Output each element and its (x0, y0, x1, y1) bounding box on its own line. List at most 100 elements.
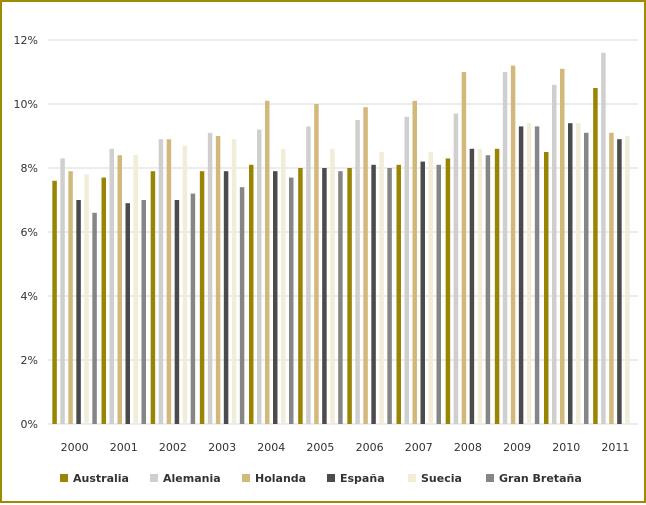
bar-holanda-2000 (68, 171, 73, 424)
x-tick-label: 2000 (61, 441, 89, 454)
bars (52, 52, 630, 425)
legend-swatch (327, 474, 335, 482)
bar-alemania-2001 (109, 148, 114, 425)
legend-label: Alemania (163, 472, 221, 485)
bar-australia-2002 (150, 171, 156, 424)
gridlines (48, 39, 638, 425)
y-tick-label: 6% (21, 226, 38, 239)
y-tick-label: 0% (21, 418, 38, 431)
bar-suecia-2010 (576, 123, 581, 424)
legend-item: Holanda (242, 472, 306, 485)
bar-alemania-2009 (502, 72, 508, 424)
y-tick-label: 8% (21, 162, 38, 175)
x-tick-label: 2010 (552, 441, 580, 454)
bar-alemania-2006 (355, 120, 360, 424)
bar-españa-2008 (469, 148, 475, 425)
bar-australia-2009 (494, 148, 500, 425)
legend-item: Suecia (408, 472, 462, 485)
bar-australia-2004 (249, 164, 254, 425)
x-tick-label: 2006 (356, 441, 384, 454)
legend: Australia Alemania Holanda España Suecia Gran… (60, 472, 582, 485)
bar-españa-2002 (174, 200, 180, 424)
bar-suecia-2002 (182, 145, 188, 424)
legend-label: España (340, 472, 385, 485)
bar-suecia-2000 (84, 174, 89, 424)
y-tick-label: 4% (21, 290, 38, 303)
bar-holanda-2008 (461, 72, 467, 424)
bar-suecia-2009 (526, 123, 532, 424)
bar-suecia-2003 (231, 139, 237, 424)
x-tick-label: 2002 (159, 441, 187, 454)
bar-españa-2007 (420, 161, 425, 424)
bar-alemania-2008 (453, 113, 459, 424)
legend-swatch (242, 474, 250, 482)
y-tick-label: 10% (14, 98, 38, 111)
bar-suecia-2004 (281, 148, 286, 425)
bar-holanda-2001 (117, 155, 122, 424)
bar-australia-2007 (396, 164, 401, 425)
bar-suecia-2007 (428, 152, 433, 424)
bar-alemania-2011 (601, 52, 606, 425)
bar-gran-bretaña-2010 (584, 132, 589, 425)
bar-australia-2003 (199, 171, 205, 424)
bar-españa-2003 (223, 171, 229, 424)
bar-españa-2005 (322, 168, 327, 424)
y-axis-ticks: 0% 2% 4% 6% 8% 10% 12% (14, 34, 38, 431)
bar-australia-2010 (544, 152, 549, 424)
bar-holanda-2007 (412, 100, 417, 425)
bar-alemania-2000 (60, 158, 65, 424)
bar-españa-2004 (273, 171, 278, 424)
bar-españa-2006 (371, 164, 376, 425)
legend-label: Gran Bretaña (499, 472, 582, 485)
bar-gran-bretaña-2006 (387, 168, 392, 424)
bar-alemania-2007 (404, 116, 409, 425)
bar-gran-bretaña-2002 (190, 193, 196, 424)
bar-holanda-2003 (215, 136, 221, 424)
bar-suecia-2006 (379, 152, 384, 424)
bar-australia-2008 (445, 158, 451, 424)
legend-swatch (408, 474, 416, 482)
x-tick-label: 2004 (257, 441, 285, 454)
bar-suecia-2011 (625, 136, 630, 424)
bar-gran-bretaña-2001 (141, 200, 146, 424)
bar-alemania-2005 (306, 126, 311, 425)
bar-alemania-2010 (552, 84, 557, 425)
legend-swatch (60, 474, 68, 482)
legend-swatch (150, 474, 158, 482)
bar-gran-bretaña-2000 (92, 212, 97, 424)
bar-holanda-2004 (265, 100, 270, 425)
legend-swatch (486, 474, 494, 482)
bar-australia-2006 (347, 168, 352, 424)
legend-item: Australia (60, 472, 129, 485)
bar-españa-2000 (76, 200, 81, 424)
bar-gran-bretaña-2009 (534, 126, 540, 425)
bar-gran-bretaña-2008 (485, 155, 491, 424)
bar-suecia-2005 (330, 148, 335, 425)
bar-gran-bretaña-2004 (289, 177, 294, 424)
legend-item: Alemania (150, 472, 221, 485)
x-tick-label: 2003 (208, 441, 236, 454)
bar-australia-2000 (52, 180, 57, 424)
bar-australia-2011 (593, 88, 598, 424)
bar-holanda-2005 (314, 104, 319, 424)
bar-españa-2010 (568, 123, 573, 424)
bar-holanda-2006 (363, 107, 368, 424)
bar-australia-2001 (101, 177, 106, 424)
bar-españa-2009 (518, 126, 524, 425)
bar-holanda-2002 (166, 139, 172, 424)
y-tick-label: 12% (14, 34, 38, 47)
x-tick-label: 2005 (306, 441, 334, 454)
bar-gran-bretaña-2005 (338, 171, 343, 424)
bar-holanda-2011 (609, 132, 614, 425)
x-tick-label: 2001 (110, 441, 138, 454)
bar-suecia-2001 (133, 155, 138, 424)
legend-label: Australia (73, 472, 129, 485)
legend-label: Holanda (255, 472, 306, 485)
legend-item: Gran Bretaña (486, 472, 582, 485)
y-tick-label: 2% (21, 354, 38, 367)
x-tick-label: 2008 (454, 441, 482, 454)
x-tick-label: 2007 (405, 441, 433, 454)
bar-alemania-2004 (257, 129, 262, 424)
